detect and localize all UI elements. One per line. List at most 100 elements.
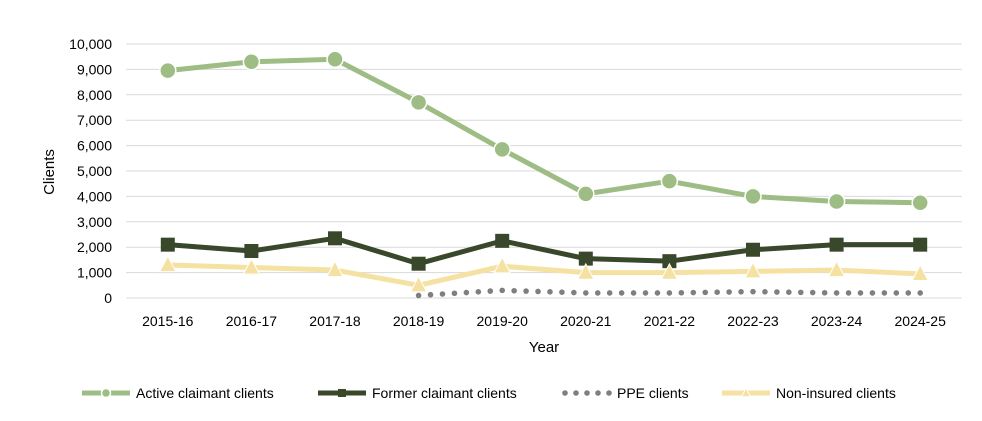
x-tick-label: 2024-25 — [895, 313, 947, 329]
data-point — [913, 237, 928, 252]
data-point — [750, 288, 756, 295]
data-point — [911, 194, 929, 212]
legend-marker — [338, 389, 346, 397]
x-tick-label: 2018-19 — [393, 313, 445, 329]
data-point — [829, 237, 844, 252]
data-point — [411, 256, 426, 271]
data-point — [606, 290, 613, 296]
legend-swatch — [595, 390, 601, 396]
x-tick-label: 2021-22 — [644, 313, 696, 329]
data-point — [905, 290, 912, 296]
data-point — [576, 262, 595, 280]
series-0 — [159, 50, 929, 212]
data-point — [738, 289, 744, 295]
x-tick-label: 2019-20 — [477, 313, 529, 329]
data-point — [244, 244, 259, 259]
data-point — [578, 251, 593, 266]
y-tick-label: 0 — [104, 290, 112, 306]
y-tick-label: 8,000 — [77, 87, 112, 103]
legend-label: Active claimant clients — [136, 385, 274, 401]
data-point — [726, 289, 732, 295]
legend-item: PPE clients — [562, 385, 689, 401]
data-point — [911, 263, 930, 281]
data-point — [535, 288, 541, 295]
data-point — [618, 290, 625, 296]
y-tick-label: 2,000 — [77, 239, 112, 255]
data-point — [821, 289, 828, 296]
data-point — [786, 289, 792, 295]
x-tick-label: 2015-16 — [142, 313, 194, 329]
legend-marker — [740, 386, 752, 398]
data-point — [571, 289, 577, 296]
data-point — [495, 233, 510, 248]
data-point — [893, 290, 900, 296]
data-point — [678, 289, 685, 296]
data-point — [917, 290, 923, 296]
data-point — [654, 290, 661, 296]
data-point — [797, 289, 804, 296]
legend-swatch — [573, 390, 579, 396]
data-point — [427, 291, 434, 298]
x-tick-label: 2023-24 — [811, 313, 863, 329]
y-tick-label: 1,000 — [77, 265, 112, 281]
data-point — [833, 290, 840, 296]
data-point — [328, 231, 342, 246]
data-point — [415, 292, 422, 299]
data-point — [744, 261, 762, 279]
x-tick-label: 2020-21 — [560, 313, 612, 329]
data-point — [690, 289, 697, 296]
series-line — [165, 262, 923, 288]
series-3 — [158, 255, 930, 293]
data-point — [702, 289, 709, 296]
data-point — [827, 192, 846, 211]
data-point — [463, 289, 470, 296]
data-point — [439, 291, 446, 297]
data-point — [475, 289, 482, 295]
x-tick-label: 2017-18 — [309, 313, 361, 329]
data-point — [499, 287, 506, 294]
data-point — [857, 290, 864, 296]
y-tick-label: 4,000 — [77, 188, 112, 204]
legend-marker — [100, 387, 112, 399]
data-point — [511, 287, 517, 294]
legend-swatch — [562, 390, 568, 396]
data-point — [662, 254, 677, 269]
data-point — [409, 275, 428, 293]
data-point — [451, 290, 458, 297]
data-point — [774, 289, 780, 295]
y-tick-label: 7,000 — [77, 112, 112, 128]
x-tick-label: 2016-17 — [226, 313, 278, 329]
data-point — [666, 290, 673, 296]
series-2 — [415, 287, 923, 299]
legend-swatch — [584, 390, 590, 396]
legend-item: Non-insured clients — [722, 385, 896, 401]
data-point — [881, 290, 888, 296]
data-point — [159, 61, 177, 80]
data-point — [160, 237, 175, 252]
y-tick-label: 5,000 — [77, 163, 112, 179]
data-point — [594, 290, 601, 296]
data-point — [409, 93, 428, 112]
y-axis-title: Clients — [41, 149, 58, 195]
data-point — [746, 242, 760, 257]
data-point — [559, 289, 565, 295]
y-tick-label: 6,000 — [77, 138, 112, 154]
legend-label: PPE clients — [617, 385, 689, 401]
data-point — [827, 260, 846, 278]
data-point — [809, 289, 816, 296]
data-point — [577, 185, 595, 203]
data-point — [869, 290, 876, 296]
series-1 — [160, 231, 928, 271]
data-point — [326, 50, 344, 68]
series-line — [165, 56, 923, 206]
series-line — [165, 235, 923, 267]
y-tick-label: 3,000 — [77, 214, 112, 230]
data-point — [487, 288, 494, 294]
data-point — [744, 187, 762, 206]
x-axis-title: Year — [529, 339, 559, 356]
x-axis-ticks: 2015-16 2016-17 2017-18 2018-19 2019-20 2020-… — [142, 313, 946, 329]
data-point — [845, 290, 852, 296]
data-point — [493, 256, 512, 274]
data-point — [242, 53, 261, 71]
legend: Active claimant clients Former claimant c… — [82, 385, 896, 401]
